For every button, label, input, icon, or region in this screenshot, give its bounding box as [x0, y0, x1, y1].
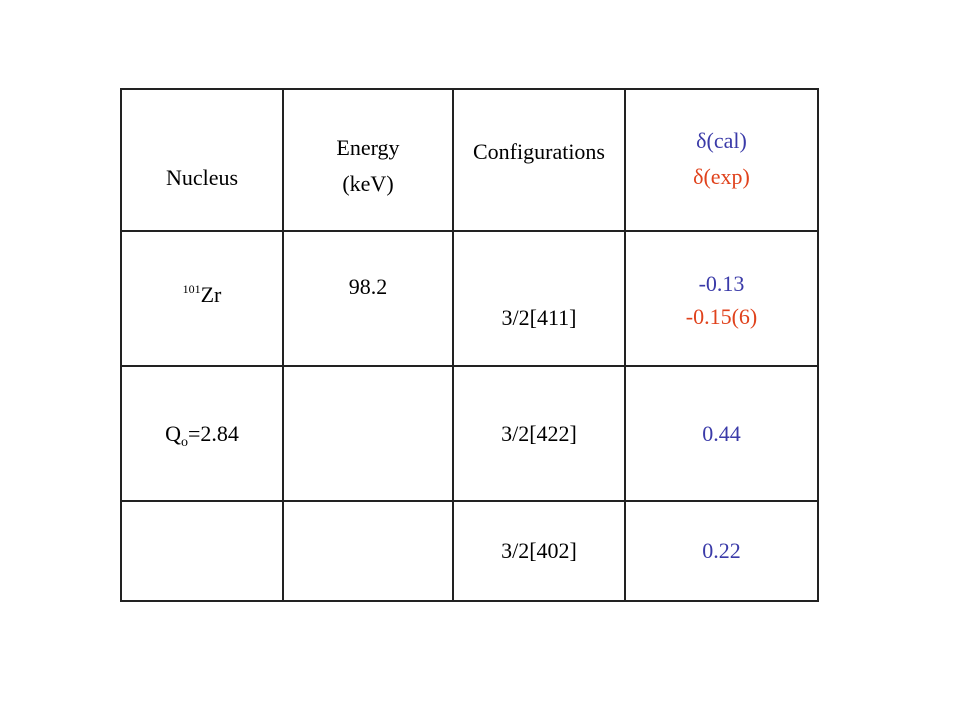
- delta-exp: -0.15(6): [685, 304, 758, 329]
- configuration: 3/2[402]: [501, 538, 577, 563]
- cell: 0.22: [624, 500, 819, 602]
- cell: 101Zr: [120, 230, 284, 367]
- header-row: Nucleus Energy (keV) Configurations δ(ca…: [120, 88, 819, 232]
- header-text: Energy (keV): [336, 135, 400, 196]
- cell: [120, 500, 284, 602]
- cell: [282, 365, 454, 502]
- configuration: 3/2[411]: [501, 305, 577, 330]
- cell: [282, 500, 454, 602]
- mass-number: 101: [182, 282, 201, 296]
- header-cell: Nucleus: [120, 88, 284, 232]
- header-text: Configurations: [473, 139, 605, 164]
- energy: 98.2: [348, 274, 388, 299]
- cell: 3/2[411]: [452, 230, 626, 367]
- table-row: 3/2[402] 0.22: [120, 500, 819, 602]
- q-value: =2.84: [187, 420, 239, 446]
- header-text: δ(exp): [693, 164, 750, 189]
- cell: 0.44: [624, 365, 819, 502]
- configuration: 3/2[422]: [501, 420, 577, 446]
- delta-cal: 0.22: [702, 538, 741, 563]
- table-row: Qo=2.84 3/2[422] 0.44: [120, 365, 819, 502]
- cell: 98.2: [282, 230, 454, 367]
- cell: Qo=2.84: [120, 365, 284, 502]
- table-row: 101Zr 98.2 3/2[411] -0.13 -0.15(6): [120, 230, 819, 367]
- delta-cal: -0.13: [698, 271, 745, 296]
- cell: 3/2[422]: [452, 365, 626, 502]
- header-text: Nucleus: [165, 165, 239, 190]
- header-cell: δ(cal) δ(exp): [624, 88, 819, 232]
- cell: -0.13 -0.15(6): [624, 230, 819, 367]
- q-symbol: Q: [165, 420, 181, 446]
- header-cell: Configurations: [452, 88, 626, 232]
- delta-cal: 0.44: [702, 420, 741, 446]
- q-subscript: o: [180, 434, 188, 450]
- header-cell: Energy (keV): [282, 88, 454, 232]
- element: Zr: [200, 282, 222, 307]
- header-text: δ(cal): [696, 128, 747, 153]
- data-table: Nucleus Energy (keV) Configurations δ(ca…: [120, 88, 819, 602]
- cell: 3/2[402]: [452, 500, 626, 602]
